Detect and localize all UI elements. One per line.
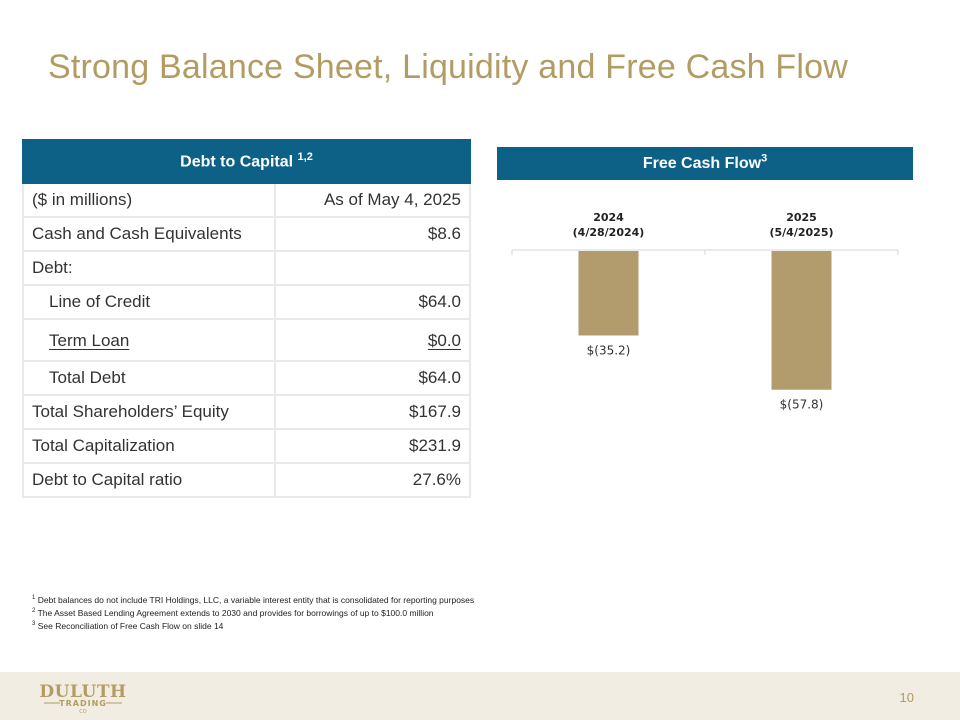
row-value: $64.0 <box>274 284 471 320</box>
category-label-date: (5/4/2025) <box>769 226 833 239</box>
category-label-year: 2025 <box>786 211 817 224</box>
table-row: Total Debt $64.0 <box>22 360 471 396</box>
free-cash-flow-chart: 2024 (4/28/2024) $(35.2) 2025 (5/4/2025) $(57… <box>511 211 899 412</box>
debt-table-header-row: Debt to Capital 1,2 <box>22 139 471 184</box>
table-row: Total Capitalization $231.9 <box>22 428 471 464</box>
footer-bar: DULUTH TRADING CO 10 <box>0 672 960 720</box>
footnote-2: 2 The Asset Based Lending Agreement exte… <box>32 606 474 619</box>
data-label: $(57.8) <box>780 398 824 412</box>
footnote-text: The Asset Based Lending Agreement extend… <box>37 607 434 618</box>
row-value: As of May 4, 2025 <box>274 182 471 218</box>
logo-text-bottom: CO <box>79 709 86 715</box>
row-value: $0.0 <box>427 331 461 350</box>
debt-table-header-footnote: 1,2 <box>297 151 313 164</box>
footnote-number: 1 <box>32 595 36 601</box>
duluth-trading-logo: DULUTH TRADING CO <box>39 682 126 715</box>
row-label: Term Loan <box>49 331 130 350</box>
fcf-header-text: Free Cash Flow <box>642 155 762 172</box>
table-row: ($ in millions) As of May 4, 2025 <box>22 182 471 218</box>
logo-text-mid: TRADING <box>59 699 107 708</box>
table-row: Line of Credit $64.0 <box>22 284 471 320</box>
row-label: Total Shareholders’ Equity <box>22 394 276 430</box>
debt-to-capital-table: Debt to Capital 1,2 ($ in millions) As o… <box>22 139 471 498</box>
row-label: ($ in millions) <box>22 182 276 218</box>
page-title: Strong Balance Sheet, Liquidity and Free… <box>48 48 849 86</box>
fcf-header-footnote: 3 <box>761 152 768 165</box>
row-value: 27.6% <box>274 462 471 498</box>
row-value-cell: $0.0 <box>274 318 471 362</box>
row-label: Cash and Cash Equivalents <box>22 216 276 252</box>
footnote-text: Debt balances do not include TRI Holding… <box>37 594 475 605</box>
debt-table-header-text: Debt to Capital <box>180 153 294 171</box>
table-row: Cash and Cash Equivalents $8.6 <box>22 216 471 252</box>
table-row: Term Loan $0.0 <box>22 318 471 362</box>
debt-table-header: Debt to Capital 1,2 <box>22 139 471 184</box>
row-value <box>274 250 471 286</box>
category-label-year: 2024 <box>593 211 624 224</box>
row-label-cell: Term Loan <box>22 318 276 362</box>
table-row: Debt to Capital ratio 27.6% <box>22 462 471 498</box>
footnotes: 1 Debt balances do not include TRI Holdi… <box>32 593 474 631</box>
footnote-number: 3 <box>32 620 36 627</box>
free-cash-flow-header: Free Cash Flow3 <box>497 147 913 180</box>
bar <box>578 251 639 336</box>
row-label: Line of Credit <box>22 284 276 320</box>
bar <box>771 251 832 390</box>
row-label: Debt: <box>22 250 276 286</box>
row-label: Total Capitalization <box>22 428 276 464</box>
row-label: Debt to Capital ratio <box>22 462 276 498</box>
table-row: Debt: <box>22 250 471 286</box>
data-label: $(35.2) <box>587 343 631 357</box>
row-value: $64.0 <box>274 360 471 396</box>
category-label-date: (4/28/2024) <box>573 226 645 239</box>
row-label: Total Debt <box>22 360 276 396</box>
table-row: Total Shareholders’ Equity $167.9 <box>22 394 471 430</box>
footnote-1: 1 Debt balances do not include TRI Holdi… <box>32 593 474 606</box>
footnote-number: 2 <box>32 607 36 614</box>
logo-text-top: DULUTH <box>39 682 126 702</box>
row-value: $167.9 <box>274 394 471 430</box>
row-value: $8.6 <box>274 216 471 252</box>
page-number: 10 <box>899 690 914 705</box>
row-value: $231.9 <box>274 428 471 464</box>
footnote-text: See Reconciliation of Free Cash Flow on … <box>37 620 224 631</box>
footnote-3: 3 See Reconciliation of Free Cash Flow o… <box>32 619 474 632</box>
